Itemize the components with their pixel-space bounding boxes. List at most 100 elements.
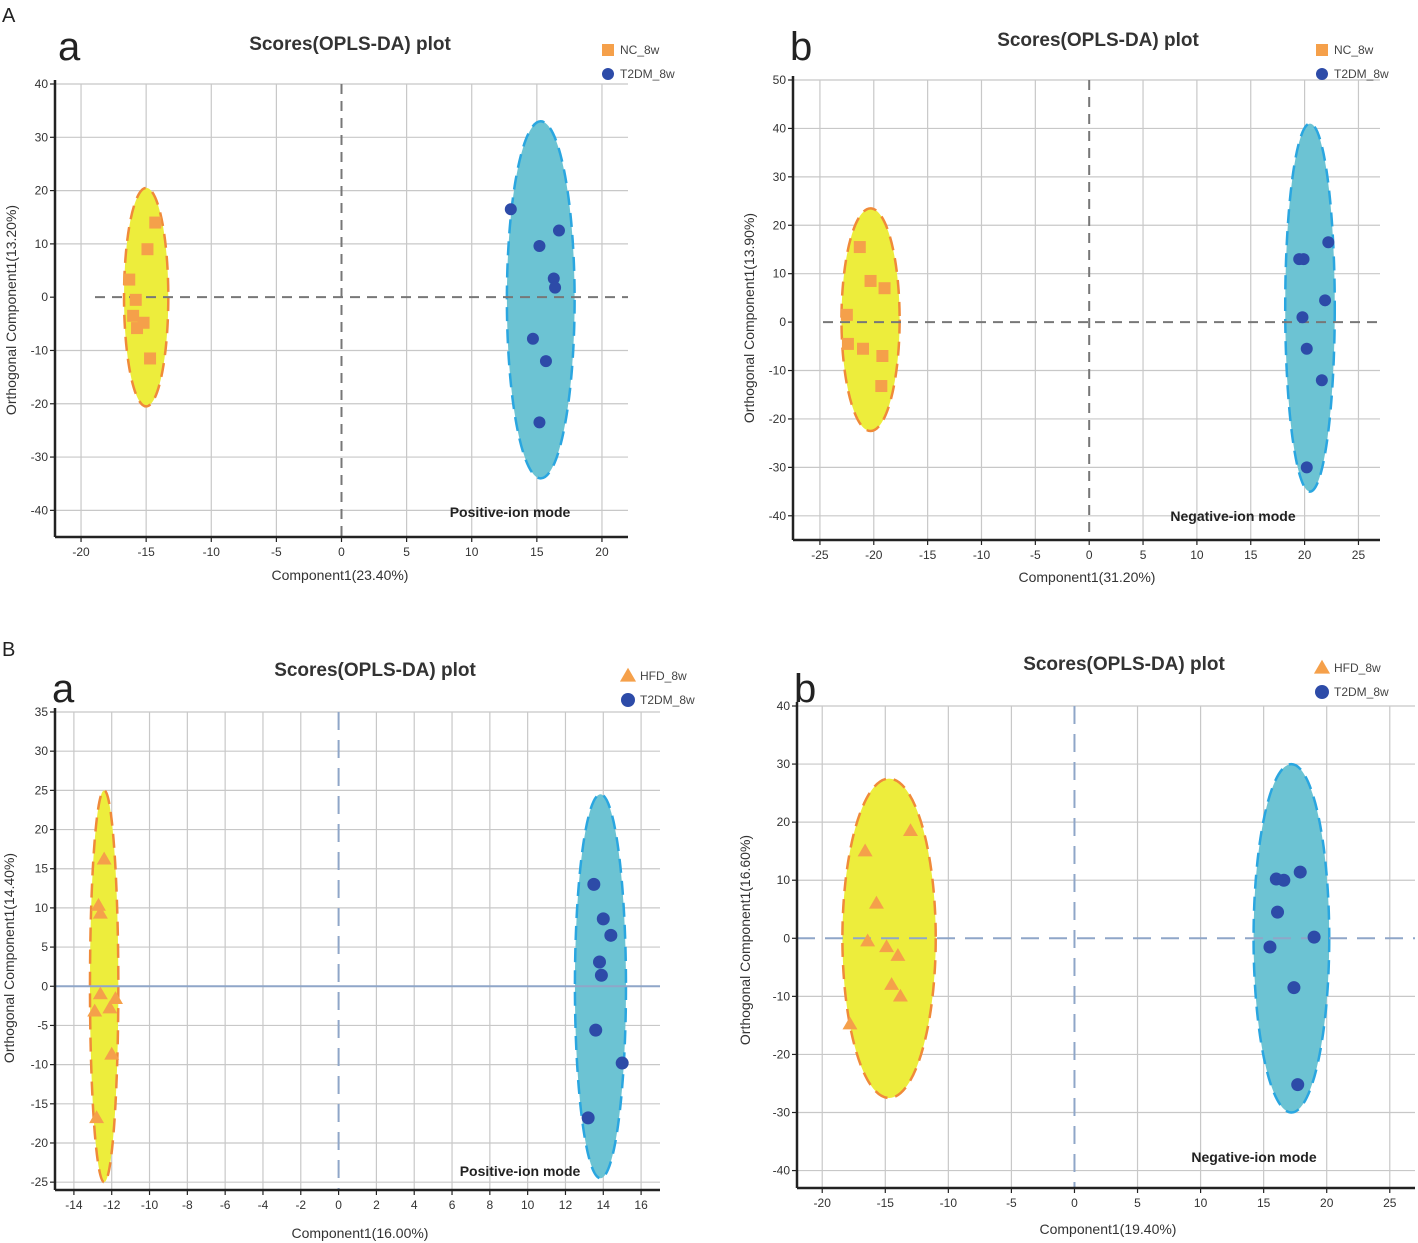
x-tick-label: -10	[141, 1198, 159, 1212]
data-point-T2DM_8w-7	[1291, 1078, 1305, 1092]
data-point-T2DM_8w-2	[533, 240, 546, 253]
x-tick-label: -25	[811, 548, 829, 562]
y-tick-label: 40	[773, 121, 787, 135]
y-tick-label: 10	[35, 237, 49, 251]
data-point-NC_8w-2	[123, 273, 136, 286]
data-point-T2DM_8w-3	[1271, 905, 1285, 919]
data-point-NC_8w-2	[878, 282, 891, 295]
x-tick-label: 25	[1383, 1196, 1397, 1210]
charts: -20 -15 -10 -5 0 5 10 15 20-40-30-20-10010203040…	[1, 25, 1415, 1241]
data-point-HFD_8w-0	[903, 823, 918, 837]
y-tick-label: -30	[769, 460, 787, 474]
chart-sublabel: a	[58, 25, 81, 69]
x-tick-label: 8	[487, 1198, 494, 1212]
x-tick-label: 10	[465, 545, 479, 559]
x-tick-label: 10	[1194, 1196, 1208, 1210]
data-point-NC_8w-1	[864, 274, 877, 287]
data-point-HFD_8w-3	[92, 986, 108, 1000]
data-point-T2DM_8w-5	[1300, 342, 1313, 355]
data-point-NC_8w-3	[129, 293, 142, 306]
x-axis-label: Component1(31.20%)	[1019, 569, 1156, 585]
data-point-HFD_8w-7	[892, 988, 908, 1002]
y-tick-label: 0	[783, 931, 790, 945]
data-point-T2DM_8w-1	[1277, 873, 1291, 887]
y-tick-label: 30	[773, 170, 787, 184]
y-tick-label: -40	[773, 1164, 791, 1178]
x-tick-label: 20	[1298, 548, 1312, 562]
x-tick-label: 0	[338, 545, 345, 559]
y-tick-label: -10	[769, 364, 787, 378]
x-tick-label: 14	[597, 1198, 611, 1212]
data-point-T2DM_8w-6	[615, 1056, 629, 1070]
y-tick-label: 50	[773, 73, 787, 87]
x-tick-label: -15	[137, 545, 155, 559]
x-tick-label: -10	[973, 548, 991, 562]
ion-mode-label: Negative-ion mode	[1170, 508, 1295, 524]
y-tick-label: -20	[769, 412, 787, 426]
chart-title: Scores(OPLS-DA) plot	[997, 30, 1199, 51]
y-tick-label: -15	[31, 1097, 49, 1111]
x-tick-label: -4	[258, 1198, 269, 1212]
data-point-HFD_8w-2	[868, 895, 884, 909]
y-axis-label: Orthogonal Component1(14.40%)	[1, 853, 17, 1063]
x-tick-label: 5	[1140, 548, 1147, 562]
data-point-T2DM_8w-4	[1263, 940, 1277, 954]
legend-marker-NC_8w	[1316, 44, 1328, 56]
data-point-HFD_8w-6	[87, 1003, 103, 1017]
data-point-T2DM_8w-6	[1287, 981, 1301, 995]
data-point-T2DM_8w-1	[1297, 253, 1310, 266]
x-tick-label: 2	[373, 1198, 380, 1212]
y-tick-label: 40	[35, 77, 49, 91]
data-point-T2DM_8w-6	[539, 355, 552, 368]
y-tick-label: 10	[773, 267, 787, 281]
data-point-HFD_8w-6	[884, 977, 900, 990]
y-tick-label: 20	[773, 218, 787, 232]
y-axis-label: Orthogonal Component1(13.20%)	[3, 205, 19, 415]
confidence-ellipse-T2DM_8w	[1283, 122, 1337, 493]
y-tick-label: -20	[31, 1136, 49, 1150]
data-point-T2DM_8w-7	[1300, 461, 1313, 474]
panel-letter-A: A	[2, 5, 16, 27]
legend-label: HFD_8w	[640, 669, 687, 683]
data-point-T2DM_8w-3	[593, 955, 606, 969]
data-point-T2DM_8w-5	[1307, 930, 1321, 944]
x-tick-label: 0	[1086, 548, 1093, 562]
data-point-HFD_8w-2	[92, 905, 108, 919]
y-tick-label: 5	[41, 940, 48, 954]
data-point-HFD_8w-1	[857, 843, 873, 857]
y-tick-label: 20	[35, 184, 49, 198]
data-point-T2DM_8w-0	[504, 203, 517, 216]
data-point-HFD_8w-8	[842, 1016, 858, 1030]
data-point-NC_8w-0	[149, 216, 162, 229]
x-axis-label: Component1(19.40%)	[1040, 1221, 1177, 1237]
legend-marker-HFD_8w	[619, 667, 637, 682]
data-point-NC_8w-6	[131, 322, 144, 335]
data-point-NC_8w-1	[141, 243, 154, 256]
data-point-NC_8w-7	[144, 352, 157, 365]
data-point-T2DM_8w-5	[589, 1023, 603, 1037]
x-tick-label: -20	[72, 545, 90, 559]
x-tick-label: 6	[449, 1198, 456, 1212]
data-point-T2DM_8w-3	[1319, 294, 1332, 307]
legend-label: T2DM_8w	[620, 67, 675, 81]
ion-mode-label: Positive-ion mode	[450, 504, 571, 520]
x-tick-label: -15	[877, 1196, 895, 1210]
y-tick-label: -20	[31, 397, 49, 411]
x-axis-label: Component1(16.00%)	[292, 1225, 429, 1241]
data-point-T2DM_8w-1	[552, 224, 565, 237]
x-tick-label: -12	[103, 1198, 121, 1212]
panel-letter-B: B	[2, 639, 15, 661]
x-tick-label: 5	[1134, 1196, 1141, 1210]
data-point-HFD_8w-0	[96, 851, 112, 865]
legend-marker-NC_8w	[602, 44, 614, 56]
x-tick-label: -5	[1030, 548, 1041, 562]
confidence-ellipse-NC_8w	[840, 207, 901, 433]
x-axis-label: Component1(23.40%)	[272, 567, 409, 583]
x-tick-label: 20	[1320, 1196, 1334, 1210]
x-tick-label: 0	[335, 1198, 342, 1212]
data-point-HFD_8w-8	[89, 1110, 105, 1124]
y-tick-label: 40	[777, 699, 791, 713]
y-tick-label: -10	[31, 1058, 49, 1072]
ion-mode-label: Negative-ion mode	[1191, 1149, 1316, 1165]
